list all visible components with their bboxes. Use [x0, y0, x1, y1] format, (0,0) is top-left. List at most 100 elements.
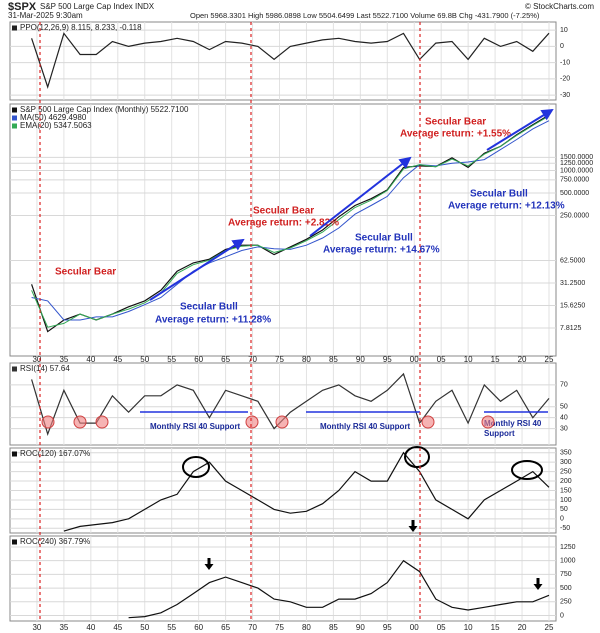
x-tick-label: 45 [113, 355, 122, 364]
legend-swatch [12, 115, 17, 121]
y-tick-label: -50 [560, 525, 570, 532]
y-tick-label: -20 [560, 76, 570, 83]
annotation: Secular Bear [253, 206, 314, 217]
x-tick-label: 10 [464, 623, 473, 632]
legend-label: ROC(240) 367.79% [20, 537, 90, 546]
x-tick-label: 65 [221, 355, 230, 364]
x-tick-label: 70 [248, 355, 257, 364]
rsi-marker [481, 415, 495, 429]
x-tick-label: 05 [437, 623, 446, 632]
y-tick-label: 1250 [560, 544, 576, 551]
series-line [31, 114, 550, 333]
x-tick-label: 15 [491, 623, 500, 632]
annotation: Monthly RSI 40 Support [320, 422, 411, 431]
y-tick-label: 30 [560, 425, 568, 432]
x-tick-label: 15 [491, 355, 500, 364]
y-tick-label: 150 [560, 487, 572, 494]
x-tick-label: 00 [410, 623, 419, 632]
annotation: Average return: +2.82% [228, 218, 339, 229]
x-tick-label: 90 [356, 355, 365, 364]
trend-arrow [149, 238, 245, 301]
x-tick-label: 65 [221, 623, 230, 632]
x-tick-label: 55 [167, 623, 176, 632]
y-tick-label: 1000 [560, 558, 576, 565]
x-tick-label: 80 [302, 355, 311, 364]
series-line [31, 120, 550, 321]
x-tick-label: 95 [383, 623, 392, 632]
y-tick-label: 1000.0000 [560, 167, 593, 174]
credit: © StockCharts.com [525, 2, 594, 11]
y-tick-label: 1250.0000 [560, 160, 593, 167]
x-tick-label: 35 [59, 355, 68, 364]
x-tick-label: 30 [32, 355, 41, 364]
y-tick-label: 250 [560, 468, 572, 475]
y-tick-label: 0 [560, 612, 564, 619]
rsi-marker [41, 415, 55, 429]
x-tick-label: 30 [32, 623, 41, 632]
quote: Open 5968.3301 High 5986.0898 Low 5504.6… [190, 11, 540, 20]
roc-arrow [408, 520, 418, 532]
y-tick-label: 200 [560, 478, 572, 485]
y-tick-label: 750.0000 [560, 177, 589, 184]
annotation: Support [484, 429, 515, 438]
annotation: Secular Bear [425, 117, 486, 128]
x-tick-label: 50 [140, 623, 149, 632]
panel [9, 535, 557, 622]
y-tick-label: 50 [560, 506, 568, 513]
y-tick-label: 40 [560, 415, 568, 422]
y-tick-label: 1500.0000 [560, 154, 593, 161]
legend-swatch [12, 25, 17, 31]
y-tick-label: 350 [560, 450, 572, 457]
rsi-marker [275, 415, 289, 429]
x-tick-label: 20 [518, 355, 527, 364]
x-tick-label: 70 [248, 623, 257, 632]
roc-circle [511, 460, 543, 480]
annotation: Monthly RSI 40 Support [150, 422, 241, 431]
symbol: $SPX [8, 1, 37, 13]
x-tick-label: 35 [59, 623, 68, 632]
y-tick-label: 10 [560, 27, 568, 34]
annotation: Average return: +11.28% [155, 315, 271, 326]
y-tick-label: 15.6250 [560, 302, 585, 309]
y-tick-label: 250 [560, 599, 572, 606]
legend-label: MA(50) 4629.4980 [20, 113, 87, 122]
y-tick-label: 300 [560, 459, 572, 466]
rsi-marker [73, 415, 87, 429]
annotation: Secular Bear [55, 267, 116, 278]
roc-circle [404, 446, 430, 468]
x-tick-label: 10 [464, 355, 473, 364]
x-tick-label: 25 [545, 355, 554, 364]
y-tick-label: 0 [560, 43, 564, 50]
x-tick-label: 40 [86, 355, 95, 364]
x-tick-label: 95 [383, 355, 392, 364]
x-tick-label: 00 [410, 355, 419, 364]
annotation: Secular Bull [355, 233, 413, 244]
annotation: Monthly RSI 40 [484, 419, 542, 428]
series-line [31, 32, 550, 89]
roc-arrow [533, 578, 543, 590]
y-tick-label: 70 [560, 382, 568, 389]
x-tick-label: 80 [302, 623, 311, 632]
y-tick-label: 7.8125 [560, 325, 582, 332]
y-tick-label: 62.5000 [560, 257, 585, 264]
legend-swatch [12, 366, 17, 372]
date: 31-Mar-2025 9:30am [8, 11, 83, 20]
annotation: Average return: +12.13% [448, 201, 565, 212]
annotation: Secular Bull [470, 189, 528, 200]
legend-swatch [12, 451, 17, 457]
x-tick-label: 85 [329, 355, 338, 364]
x-tick-label: 75 [275, 355, 284, 364]
trend-arrow [486, 108, 554, 151]
legend-label: S&P 500 Large Cap Index (Monthly) 5522.7… [20, 105, 189, 114]
panel [9, 21, 557, 101]
x-tick-label: 25 [545, 623, 554, 632]
x-tick-label: 60 [194, 623, 203, 632]
x-tick-label: 45 [113, 623, 122, 632]
rsi-marker [95, 415, 109, 429]
series-line [31, 372, 550, 437]
y-tick-label: -10 [560, 59, 570, 66]
x-tick-label: 85 [329, 623, 338, 632]
x-tick-label: 60 [194, 355, 203, 364]
annotation: Secular Bull [180, 302, 238, 313]
legend-label: PPO(12,26,9) 8.115, 8.233, -0.118 [20, 23, 142, 32]
